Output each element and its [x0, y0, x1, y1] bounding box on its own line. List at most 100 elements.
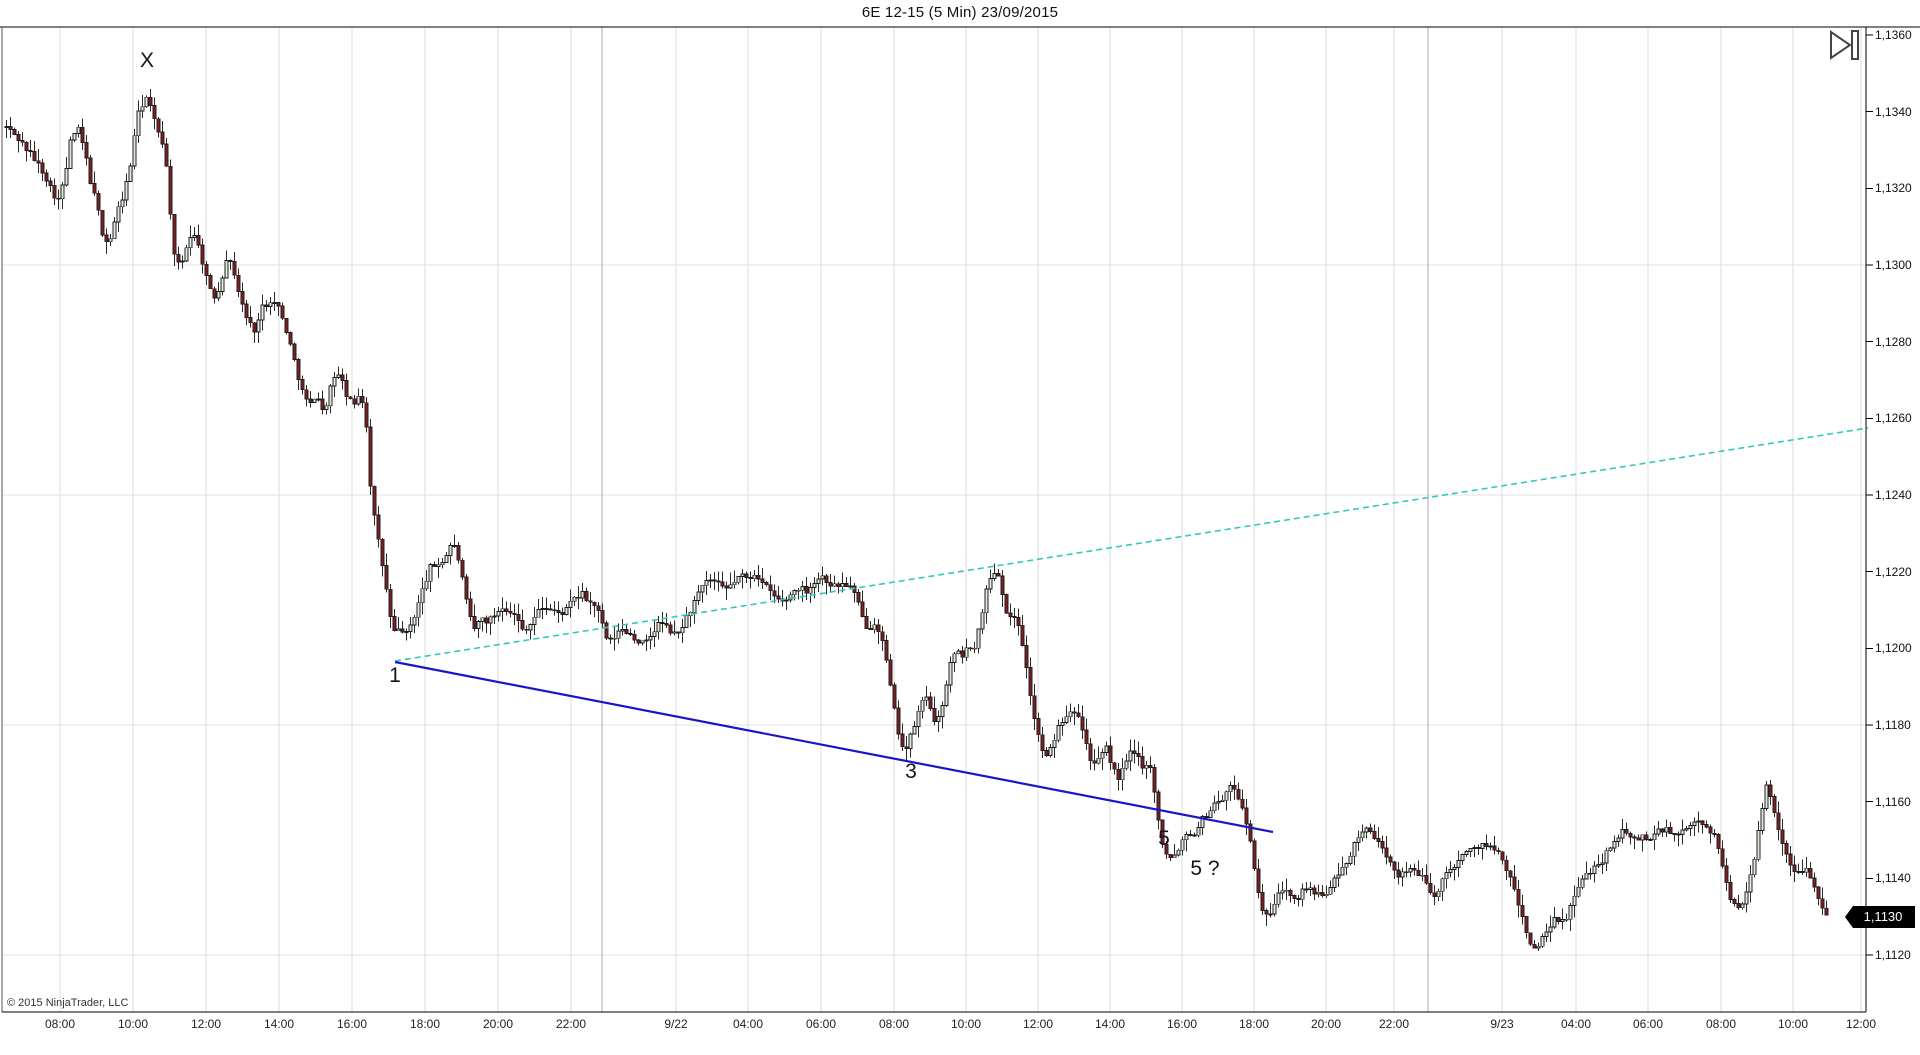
candle-up	[1216, 801, 1221, 804]
candle-up	[1616, 837, 1621, 842]
candle-down	[1320, 891, 1325, 897]
price-axis-label: 1,1280	[1875, 334, 1912, 349]
candle-down	[1028, 667, 1033, 697]
candle-up	[224, 260, 229, 279]
candle-up	[1360, 831, 1365, 839]
candle-down	[1500, 851, 1505, 861]
wave-label-x[interactable]: X	[139, 49, 155, 72]
falling-trendline-solid[interactable]	[394, 660, 1274, 834]
candle-up	[120, 199, 125, 208]
candle-up	[752, 574, 757, 580]
candle-down	[516, 614, 521, 621]
candle-down	[1168, 853, 1173, 859]
candle-down	[92, 183, 97, 194]
candle-down	[1396, 869, 1401, 878]
candle-down	[676, 631, 681, 634]
price-axis-label: 1,1240	[1875, 488, 1912, 502]
candle-up	[412, 616, 417, 626]
candle-down	[1508, 870, 1513, 878]
candle-down	[632, 633, 637, 641]
candle-down	[1496, 849, 1501, 853]
candle-down	[1256, 868, 1261, 894]
candle-down	[1492, 845, 1497, 851]
chart-title: 6E 12-15 (5 Min) 23/09/2015	[861, 4, 1059, 21]
time-axis-label: 16:00	[336, 1017, 368, 1031]
wave-label-3[interactable]: 3	[905, 760, 917, 783]
candle-up	[620, 629, 625, 632]
candle-up	[1120, 767, 1125, 781]
candle-up	[1460, 854, 1465, 861]
wave-label-1[interactable]: 1	[389, 664, 401, 687]
candle-up	[1584, 872, 1589, 880]
candle-down	[548, 608, 553, 611]
candle-up	[408, 624, 413, 632]
candle-up	[332, 377, 337, 387]
candle-up	[672, 631, 677, 634]
candle-down	[208, 275, 213, 290]
rising-support-dashed[interactable]	[394, 427, 1869, 662]
candle-down	[432, 564, 437, 567]
candle-up	[832, 583, 837, 587]
candle-down	[524, 628, 529, 631]
price-axis[interactable]: 1,1360 1,1340 1,1320 1,1300 1,1280 1,1260 1,12…	[1875, 0, 1920, 1012]
price-axis-label: 1,1200	[1875, 641, 1912, 656]
candle-up	[64, 167, 69, 186]
candle-down	[280, 305, 285, 319]
candle-down	[1644, 834, 1649, 841]
candle-up	[72, 133, 77, 141]
price-axis-label: 1,1140	[1875, 871, 1911, 886]
wave-label-5[interactable]: 5	[1158, 827, 1170, 850]
time-axis-label: 10:00	[1777, 1017, 1809, 1031]
candle-up	[216, 291, 221, 299]
candle-up	[1224, 791, 1229, 801]
price-axis-label: 1,1180	[1875, 718, 1911, 732]
candle-up	[1612, 841, 1617, 849]
candle-down	[1304, 888, 1309, 891]
candle-up	[812, 582, 817, 588]
candle-up	[220, 277, 225, 292]
candle-down	[556, 610, 561, 613]
candle-down	[344, 380, 349, 398]
candle-up	[920, 699, 925, 712]
candle-down	[884, 640, 889, 661]
candle-up	[256, 319, 261, 333]
candle-up	[268, 302, 273, 307]
price-axis-label: 1,1220	[1875, 564, 1912, 579]
candle-down	[1288, 889, 1293, 896]
wave-label-5[interactable]: 5 ?	[1190, 857, 1220, 880]
time-axis-label: 10:00	[950, 1017, 982, 1031]
candle-down	[244, 303, 249, 318]
candle-up	[1180, 839, 1185, 851]
candle-down	[1732, 899, 1737, 904]
candle-down	[1520, 904, 1525, 918]
candle-down	[892, 684, 897, 709]
candle-down	[380, 538, 385, 566]
candle-up	[1696, 820, 1701, 823]
candle-up	[728, 584, 733, 589]
candle-up	[68, 139, 73, 169]
candle-down	[236, 274, 241, 292]
candle-down	[1312, 887, 1317, 895]
candle-up	[1764, 784, 1769, 809]
candle-down	[768, 584, 773, 592]
candle-down	[636, 639, 641, 644]
candle-up	[1408, 868, 1413, 873]
candle-down	[896, 707, 901, 735]
skip-to-end-icon[interactable]	[1826, 29, 1860, 61]
candle-down	[928, 696, 933, 709]
candle-up	[1052, 739, 1057, 748]
candle-down	[1044, 750, 1049, 756]
candle-up	[640, 640, 645, 644]
time-axis[interactable]: 08:00 10:00 12:00 14:00 16:00 18:00 20:00 22:00…	[0, 1017, 1920, 1037]
candle-down	[1628, 832, 1633, 838]
candle-up	[1364, 827, 1369, 833]
candle-up	[1548, 926, 1553, 933]
candle-up	[324, 405, 329, 410]
candle-up	[1176, 849, 1181, 856]
candle-up	[1064, 716, 1069, 724]
candle-up	[1284, 889, 1289, 892]
candle-down	[1384, 847, 1389, 858]
candle-up	[1328, 887, 1333, 895]
